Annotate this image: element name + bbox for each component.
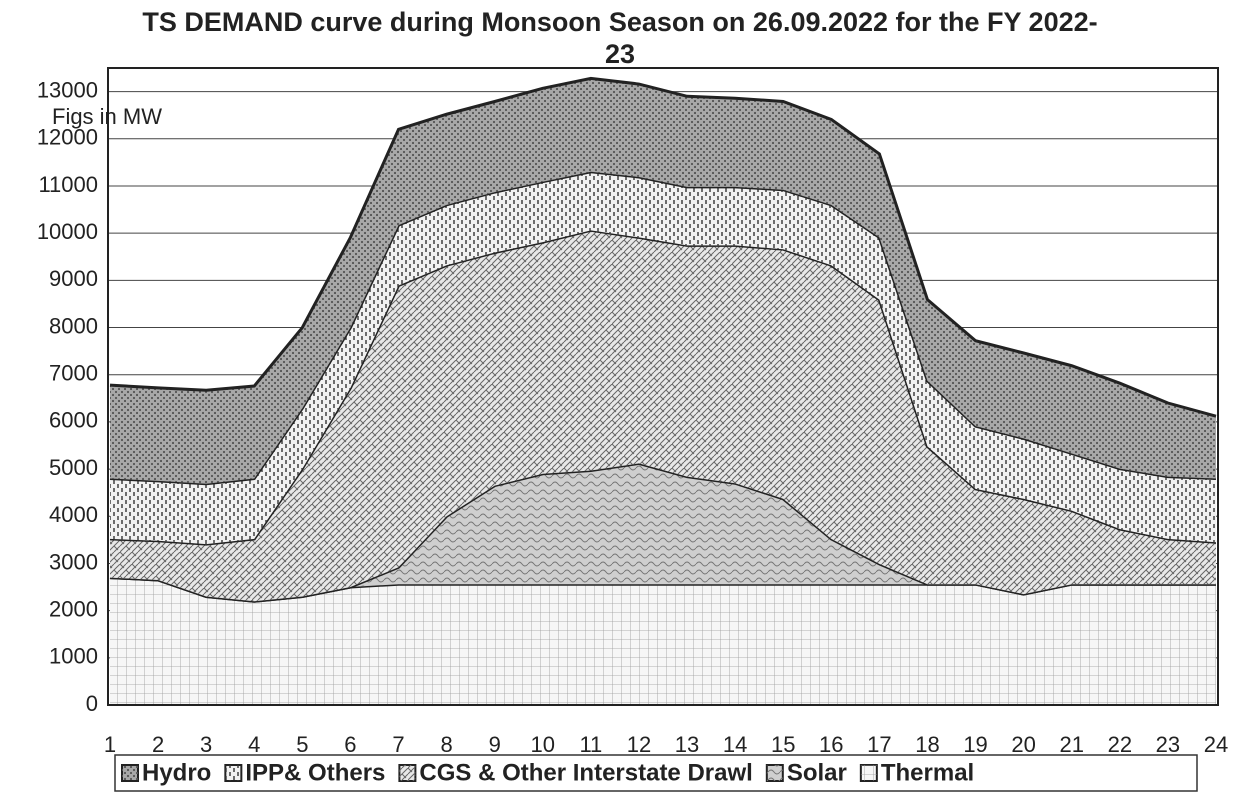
area-pattern	[110, 171, 1216, 545]
y-tick-label: 7000	[49, 361, 98, 386]
x-tick-label: 7	[392, 732, 404, 757]
x-tick-label: 20	[1011, 732, 1035, 757]
area-pattern	[110, 78, 1216, 484]
y-tick-label: 10000	[37, 219, 98, 244]
y-tick-label: 13000	[37, 77, 98, 102]
x-tick-label: 24	[1204, 732, 1228, 757]
x-tick-label: 8	[440, 732, 452, 757]
area-edge	[109, 170, 1217, 486]
y-tick-label: 1000	[49, 644, 98, 669]
legend-swatch-pattern	[122, 765, 138, 781]
area-pattern	[110, 230, 1216, 602]
legend-label: Hydro	[142, 759, 211, 786]
y-tick-label: 6000	[49, 408, 98, 433]
annotation: Figs in MW	[52, 104, 162, 129]
x-tick-label: 18	[915, 732, 939, 757]
x-tick-label: 21	[1059, 732, 1083, 757]
legend-swatch-pattern	[399, 765, 416, 781]
y-tick-label: 5000	[49, 455, 98, 480]
legend-swatch-pattern	[860, 765, 877, 781]
x-tick-label: 3	[200, 732, 212, 757]
x-tick-label: 15	[771, 732, 795, 757]
y-tick-label: 3000	[49, 549, 98, 574]
x-tick-label: 1	[104, 732, 116, 757]
x-tick-label: 10	[531, 732, 555, 757]
x-tick-label: 9	[489, 732, 501, 757]
y-tick-label: 11000	[38, 172, 98, 197]
area-pattern	[110, 463, 1216, 602]
x-tick-label: 19	[963, 732, 987, 757]
legend-label: IPP& Others	[245, 759, 385, 786]
area-edge	[109, 76, 1217, 418]
x-tick-label: 23	[1156, 732, 1180, 757]
legend-swatch-pattern	[225, 765, 242, 781]
x-tick-label: 11	[579, 732, 602, 757]
x-tick-label: 22	[1108, 732, 1132, 757]
x-tick-label: 12	[627, 732, 651, 757]
plot-frame	[107, 67, 1219, 706]
y-tick-label: 4000	[49, 502, 98, 527]
legend-swatch-pattern	[766, 765, 783, 781]
x-tick-label: 17	[867, 732, 891, 757]
x-tick-label: 13	[675, 732, 699, 757]
y-tick-label: 8000	[49, 313, 98, 338]
x-tick-label: 16	[819, 732, 843, 757]
y-tick-label: 12000	[37, 125, 98, 150]
chart-title: TS DEMAND curve during Monsoon Season on…	[142, 7, 1098, 69]
y-tick-label: 9000	[49, 266, 98, 291]
y-tick-label: 2000	[49, 596, 98, 621]
x-tick-label: 5	[296, 732, 308, 757]
x-tick-label: 6	[344, 732, 356, 757]
y-tick-label: 0	[86, 691, 98, 716]
legend-label: CGS & Other Interstate Drawl	[419, 759, 752, 786]
legend-box	[114, 754, 1198, 792]
area-pattern	[110, 577, 1216, 705]
x-tick-label: 4	[248, 732, 260, 757]
x-tick-label: 14	[723, 732, 747, 757]
legend-label: Thermal	[881, 759, 974, 786]
legend-label: Solar	[787, 759, 847, 786]
x-tick-label: 2	[152, 732, 164, 757]
